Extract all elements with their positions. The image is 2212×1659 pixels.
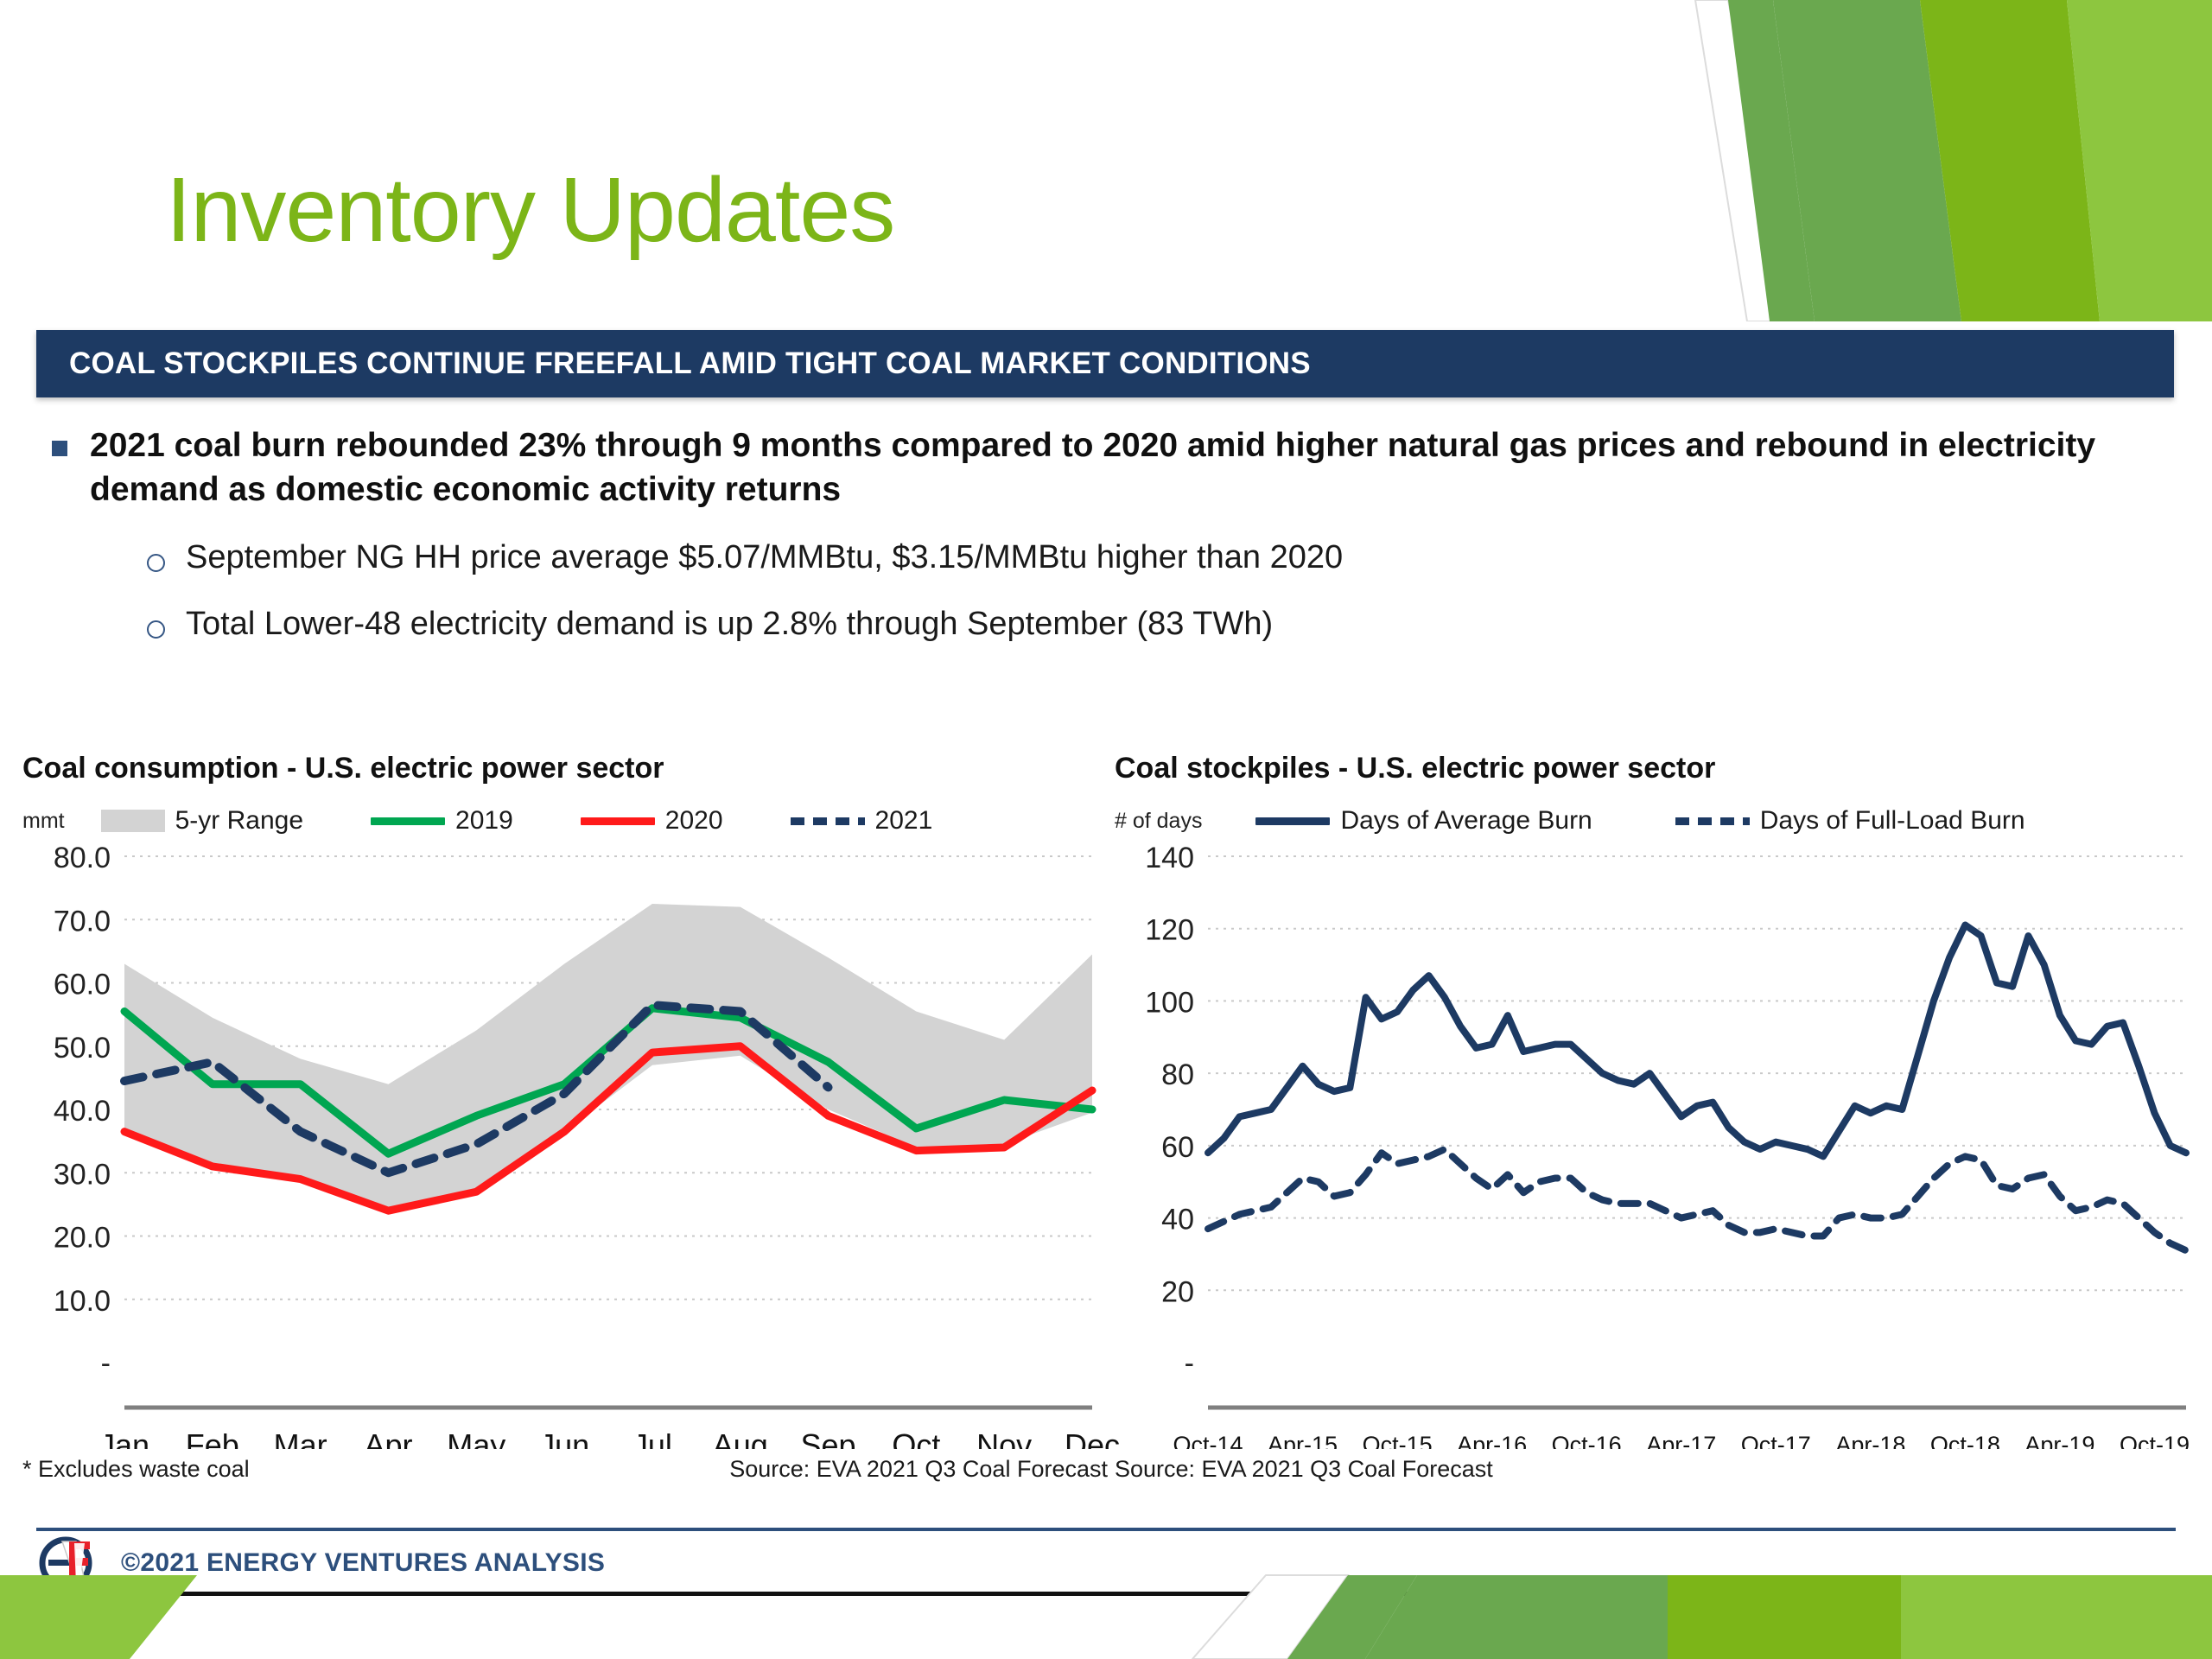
chart-plot-area: 20 40 60 80 100 120 140 - Oct-14 Apr-15 Oct-15 Apr-… <box>1115 844 2200 1449</box>
footer-divider <box>36 1528 2176 1531</box>
svg-text:Mar: Mar <box>274 1427 327 1449</box>
svg-text:100: 100 <box>1145 986 1194 1019</box>
legend-label: 5-yr Range <box>175 806 304 835</box>
legend-label: 2019 <box>455 806 513 835</box>
chart-plot-area: 10.0 20.0 30.0 40.0 50.0 60.0 70.0 80.0 - Jan Feb M… <box>22 844 1120 1449</box>
dashed-line-swatch-icon <box>790 817 865 825</box>
page-title: Inventory Updates <box>166 159 895 261</box>
svg-text:Oct-14: Oct-14 <box>1173 1432 1243 1449</box>
svg-text:Jul: Jul <box>632 1427 672 1449</box>
bullet-level2-item: Total Lower-48 electricity demand is up … <box>147 603 2186 645</box>
svg-text:40.0: 40.0 <box>54 1095 111 1128</box>
svg-text:May: May <box>447 1427 505 1449</box>
footer: ©2021 ENERGY VENTURES ANALYSIS <box>36 1536 606 1590</box>
bullet-level2-text: September NG HH price average $5.07/MMBt… <box>186 538 1344 575</box>
svg-text:Sep: Sep <box>801 1427 856 1449</box>
chart-footnotes: * Excludes waste coal Source: EVA 2021 Q… <box>22 1456 1120 1483</box>
legend-label: 2020 <box>664 806 723 835</box>
svg-text:60: 60 <box>1161 1131 1194 1164</box>
svg-text:Oct-15: Oct-15 <box>1363 1432 1433 1449</box>
bullet-level1-text: 2021 coal burn rebounded 23% through 9 m… <box>90 427 2096 509</box>
svg-text:10.0: 10.0 <box>54 1285 111 1318</box>
legend-item-2019: 2019 <box>371 806 513 836</box>
circle-bullet-icon <box>147 620 165 639</box>
svg-text:Apr: Apr <box>364 1427 412 1449</box>
chart-legend: # of days Days of Average Burn Days of F… <box>1115 801 2200 841</box>
svg-text:60.0: 60.0 <box>54 969 111 1001</box>
chart-title: Coal stockpiles - U.S. electric power se… <box>1115 752 1716 785</box>
square-bullet-icon <box>52 441 67 456</box>
svg-text:80: 80 <box>1161 1058 1194 1091</box>
svg-text:Oct-16: Oct-16 <box>1552 1432 1622 1449</box>
svg-text:140: 140 <box>1145 844 1194 874</box>
legend-item-2020: 2020 <box>580 806 723 836</box>
footer-bottom-rule <box>0 1592 2212 1596</box>
range-band-swatch-icon <box>100 810 165 832</box>
svg-text:Oct-18: Oct-18 <box>1930 1432 2000 1449</box>
legend-item-days-average-burn: Days of Average Burn <box>1255 806 1592 836</box>
svg-text:Apr-15: Apr-15 <box>1268 1432 1338 1449</box>
chart-source: Source: EVA 2021 Q3 Coal Forecast <box>1115 1456 1493 1482</box>
circle-bullet-icon <box>147 553 165 572</box>
decorative-green-shapes-top <box>1676 0 2212 321</box>
svg-text:20.0: 20.0 <box>54 1222 111 1255</box>
legend-label: 2021 <box>874 806 933 835</box>
svg-text:Dec: Dec <box>1065 1427 1120 1449</box>
svg-text:-: - <box>1185 1347 1194 1380</box>
chart-legend: mmt 5-yr Range 2019 2020 2021 <box>22 801 1120 841</box>
chart-footnotes: Source: EVA 2021 Q3 Coal Forecast <box>1115 1456 2200 1483</box>
svg-text:Oct-19: Oct-19 <box>2120 1432 2190 1449</box>
bullet-level2-text: Total Lower-48 electricity demand is up … <box>186 606 1274 643</box>
y-axis-unit-label: # of days <box>1115 808 1203 833</box>
y-axis-unit-label: mmt <box>22 808 65 833</box>
svg-text:Oct-17: Oct-17 <box>1741 1432 1811 1449</box>
bullet-level2-item: September NG HH price average $5.07/MMBt… <box>147 537 2186 579</box>
svg-text:Apr-17: Apr-17 <box>1646 1432 1716 1449</box>
svg-text:Feb: Feb <box>186 1427 239 1449</box>
eva-logo-icon <box>36 1536 109 1590</box>
bullet-level1: 2021 coal burn rebounded 23% through 9 m… <box>52 423 2186 512</box>
svg-text:Jan: Jan <box>99 1427 149 1449</box>
coal-stockpiles-chart: Coal stockpiles - U.S. electric power se… <box>1115 752 2200 1483</box>
svg-text:30.0: 30.0 <box>54 1158 111 1191</box>
svg-text:Oct: Oct <box>892 1427 940 1449</box>
line-swatch-icon <box>371 817 446 825</box>
chart-note: * Excludes waste coal <box>22 1456 250 1482</box>
legend-item-5yr-range: 5-yr Range <box>100 806 304 836</box>
legend-label: Days of Average Burn <box>1340 806 1592 835</box>
chart-title: Coal consumption - U.S. electric power s… <box>22 752 664 785</box>
svg-text:40: 40 <box>1161 1204 1194 1236</box>
svg-text:Apr-18: Apr-18 <box>1835 1432 1905 1449</box>
bullet-list: 2021 coal burn rebounded 23% through 9 m… <box>52 423 2186 646</box>
svg-text:120: 120 <box>1145 914 1194 947</box>
legend-item-2021: 2021 <box>790 806 933 836</box>
line-swatch-icon <box>580 817 655 825</box>
legend-item-days-full-load-burn: Days of Full-Load Burn <box>1675 806 2025 836</box>
svg-text:Jun: Jun <box>539 1427 589 1449</box>
line-swatch-icon <box>1255 817 1331 825</box>
svg-text:-: - <box>101 1347 111 1380</box>
svg-text:Nov: Nov <box>976 1427 1032 1449</box>
svg-text:Aug: Aug <box>713 1427 768 1449</box>
svg-text:20: 20 <box>1161 1275 1194 1308</box>
svg-text:Apr-19: Apr-19 <box>2024 1432 2094 1449</box>
chart-source: Source: EVA 2021 Q3 Coal Forecast <box>729 1456 1108 1482</box>
dashed-line-swatch-icon <box>1675 817 1750 825</box>
svg-text:50.0: 50.0 <box>54 1032 111 1065</box>
section-banner-text: COAL STOCKPILES CONTINUE FREEFALL AMID T… <box>69 346 1311 380</box>
svg-text:80.0: 80.0 <box>54 844 111 874</box>
footer-copyright: ©2021 ENERGY VENTURES ANALYSIS <box>121 1548 606 1577</box>
coal-consumption-chart: Coal consumption - U.S. electric power s… <box>22 752 1120 1483</box>
section-banner: COAL STOCKPILES CONTINUE FREEFALL AMID T… <box>36 330 2174 397</box>
legend-label: Days of Full-Load Burn <box>1759 806 2025 835</box>
svg-text:Apr-16: Apr-16 <box>1457 1432 1527 1449</box>
svg-text:70.0: 70.0 <box>54 905 111 938</box>
